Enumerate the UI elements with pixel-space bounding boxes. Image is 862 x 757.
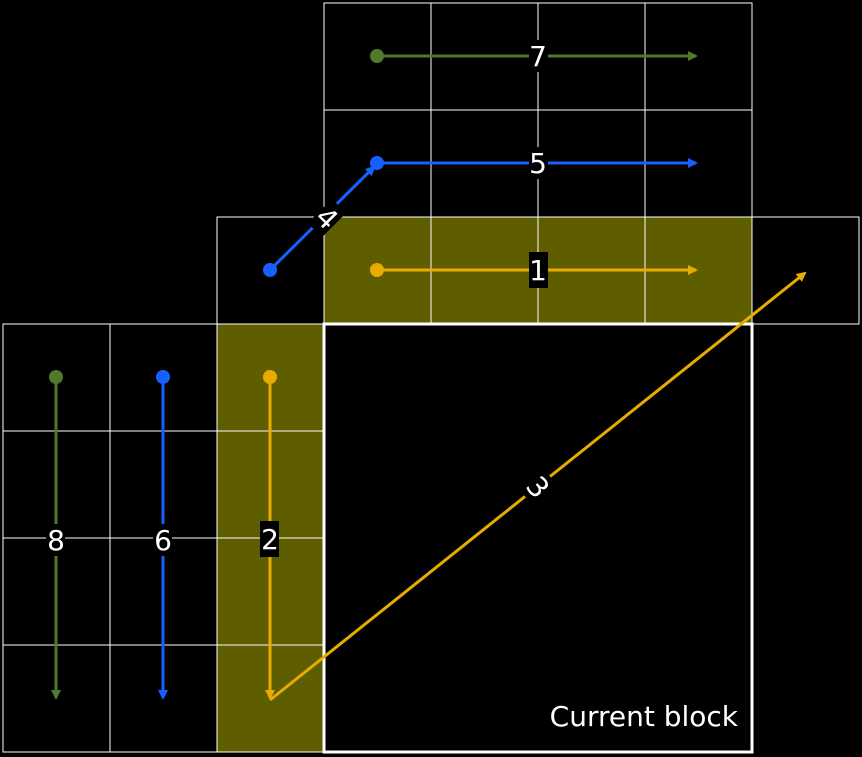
label-box	[153, 524, 172, 556]
label-box	[307, 198, 347, 238]
label-box	[529, 40, 548, 72]
arrow-start-dot	[263, 370, 277, 384]
arrow-label-2: 2	[261, 523, 279, 556]
arrow-label-7: 7	[529, 40, 547, 73]
arrow-label-5: 5	[529, 147, 547, 180]
arrow-start-dot	[263, 263, 277, 277]
current-block-caption: Current block	[550, 700, 739, 733]
label-box	[529, 252, 548, 288]
arrow-start-dot	[49, 370, 63, 384]
label-box	[519, 469, 557, 505]
current-block	[322, 322, 754, 754]
arrow-start-dot	[156, 370, 170, 384]
label-box	[529, 147, 548, 179]
label-box	[260, 521, 279, 557]
grid-cell	[751, 216, 860, 325]
arrow-start-dot	[370, 263, 384, 277]
arrow-label-1: 1	[529, 254, 547, 287]
label-box	[46, 524, 65, 556]
arrow-label-8: 8	[47, 524, 65, 557]
arrow-label-6: 6	[154, 524, 172, 557]
arrow-start-dot	[370, 49, 384, 63]
